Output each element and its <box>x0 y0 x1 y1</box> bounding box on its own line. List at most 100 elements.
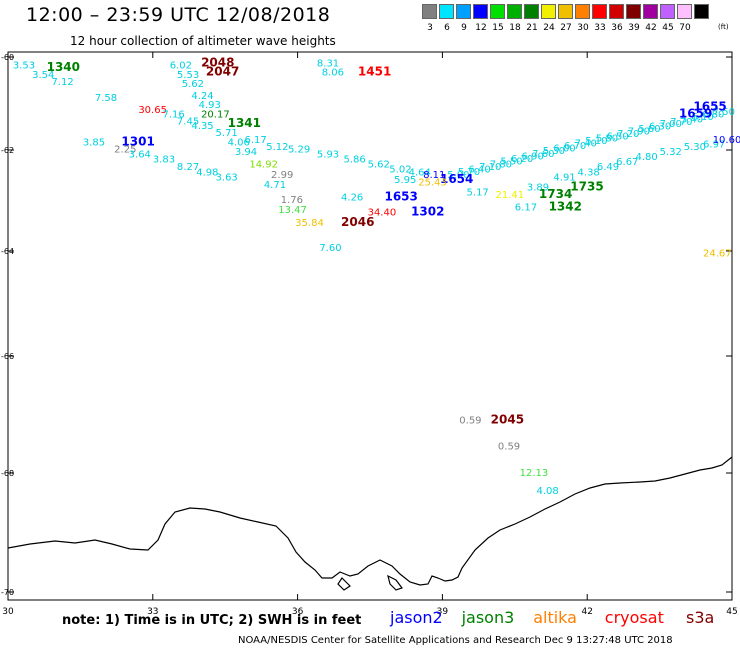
scale-swatch <box>422 4 437 19</box>
wave-height-label: 21.41 <box>495 190 524 201</box>
wave-height-label: 5.62 <box>368 160 390 171</box>
wave-height-label: 7.12 <box>51 77 73 88</box>
wave-height-label: 0.59 <box>498 442 520 453</box>
wave-height-label: 4.08 <box>537 486 559 497</box>
track-value-label: 5.80 <box>596 134 618 145</box>
wave-height-label: 5.12 <box>266 142 288 153</box>
wave-height-label: 5.71 <box>216 128 238 139</box>
track-value-label: 6.00 <box>553 144 575 155</box>
wave-height-label: 5.62 <box>182 79 204 90</box>
wave-height-label: 7.45 <box>177 116 199 127</box>
wave-height-label: 4.26 <box>341 193 363 204</box>
pass-time-label: 1342 <box>549 200 582 214</box>
scale-swatch <box>473 4 488 19</box>
wave-height-label: 5.86 <box>343 155 365 166</box>
scale-label: 21 <box>526 23 538 33</box>
track-value-label: 6.10 <box>691 112 713 123</box>
wave-height-label: 8.06 <box>322 68 344 79</box>
scale-label: 3 <box>427 23 433 33</box>
wave-height-label: 3.85 <box>83 137 105 148</box>
wave-height-label: 2.99 <box>271 170 293 181</box>
scale-swatch <box>677 4 692 19</box>
wave-height-label: 6.17 <box>245 135 267 146</box>
wave-height-label: 6.97 <box>703 140 725 151</box>
wave-height-label: 7.58 <box>95 93 117 104</box>
pass-time-label: 1654 <box>440 172 473 186</box>
scale-swatch <box>541 4 556 19</box>
track-value-label: 5.60 <box>638 124 660 135</box>
scale-label: 36 <box>611 23 623 33</box>
wave-height-label: 7.60 <box>319 243 341 254</box>
scale-label: 39 <box>628 23 640 33</box>
pass-time-label: 1659 <box>679 106 712 120</box>
axis-tick-labels: 30 33 36 39 42 45 -60 -62 -64 -66 -68 -70 <box>1 53 738 617</box>
pass-time-label: 1734 <box>539 187 572 201</box>
track-value-label: 5.50 <box>500 157 522 168</box>
track-value-label: 5.70 <box>458 167 480 178</box>
scale-swatch <box>439 4 454 19</box>
wave-height-label: 4.24 <box>191 91 213 102</box>
wave-height-label: 6.67 <box>616 157 638 168</box>
wave-height-label: 3.94 <box>235 147 257 158</box>
pass-time-label: 2047 <box>206 65 239 79</box>
wave-height-label: 4.38 <box>578 167 600 178</box>
scale-label: 9 <box>461 23 467 33</box>
plot-frame <box>7 51 733 601</box>
wave-height-label: 5.95 <box>394 175 416 186</box>
credit-line: NOAA/NESDIS Center for Satellite Applica… <box>238 635 673 646</box>
track-value-label: 6.50 <box>607 131 629 142</box>
scale-label: 24 <box>543 23 555 33</box>
y-tick-label: -66 <box>1 352 14 361</box>
track-value-label: 6.40 <box>468 165 490 176</box>
wave-height-label: 3.64 <box>129 150 151 161</box>
map-subtitle: 12 hour collection of altimeter wave hei… <box>70 34 336 48</box>
y-tick-label: -70 <box>1 588 14 597</box>
scale-label: 30 <box>577 23 589 33</box>
map-axes <box>7 51 733 601</box>
footnote: note: 1) Time is in UTC; 2) SWH is in fe… <box>62 613 362 628</box>
track-value-label: 5.40 <box>681 114 703 125</box>
legend-s3a: s3a <box>686 608 715 627</box>
antarctic-coastline <box>7 456 733 591</box>
scale-label: 12 <box>475 23 487 33</box>
pass-time-label: 2046 <box>341 215 374 229</box>
pass-time-label: 1302 <box>411 205 444 219</box>
wave-height-label: 4.64 <box>409 167 431 178</box>
legend-jason2: jason2 <box>390 608 443 627</box>
wave-height-label: 5.17 <box>467 187 489 198</box>
wave-height-label: 5.32 <box>660 147 682 158</box>
scale-swatch <box>490 4 505 19</box>
scale-swatch <box>626 4 641 19</box>
wave-height-label: 3.83 <box>153 155 175 166</box>
wave-height-label: 8.11 <box>423 170 445 181</box>
scale-label: 42 <box>645 23 657 33</box>
track-value-label: 7.00 <box>660 119 682 130</box>
track-value-label: 6.70 <box>564 141 586 152</box>
x-tick-label: 39 <box>437 607 449 617</box>
map-title: 12:00 – 23:59 UTC 12/08/2018 <box>26 4 331 26</box>
wave-height-label: 3.89 <box>527 182 549 193</box>
wave-height-label: 20.17 <box>201 109 230 120</box>
wave-height-label: 3.54 <box>32 70 54 81</box>
wave-height-label: 3.53 <box>13 61 35 72</box>
wave-height-labels: 5.005.706.407.107.805.506.206.907.605.30… <box>13 55 740 497</box>
wave-height-label: 8.27 <box>177 162 199 173</box>
wave-height-label: 6.49 <box>597 162 619 173</box>
scale-swatch <box>524 4 539 19</box>
scale-swatch <box>507 4 522 19</box>
wave-height-label: 5.30 <box>684 142 706 153</box>
track-value-label: 7.10 <box>479 162 501 173</box>
wave-height-label: 24.67 <box>703 248 732 259</box>
wave-height-label: 4.80 <box>635 152 657 163</box>
scale-label: 70 <box>679 23 691 33</box>
scale-label: 6 <box>444 23 450 33</box>
y-tick-label: -64 <box>1 247 14 256</box>
wave-height-label: 1.76 <box>281 195 303 206</box>
pass-time-label: 1301 <box>121 134 154 148</box>
track-value-label: 7.40 <box>575 139 597 150</box>
wave-height-label: 7.16 <box>162 109 184 120</box>
track-value-label: 7.80 <box>490 159 512 170</box>
track-value-label: 7.90 <box>628 126 650 137</box>
wave-height-label: 6.02 <box>170 61 192 72</box>
pass-time-label: 2048 <box>201 55 234 69</box>
